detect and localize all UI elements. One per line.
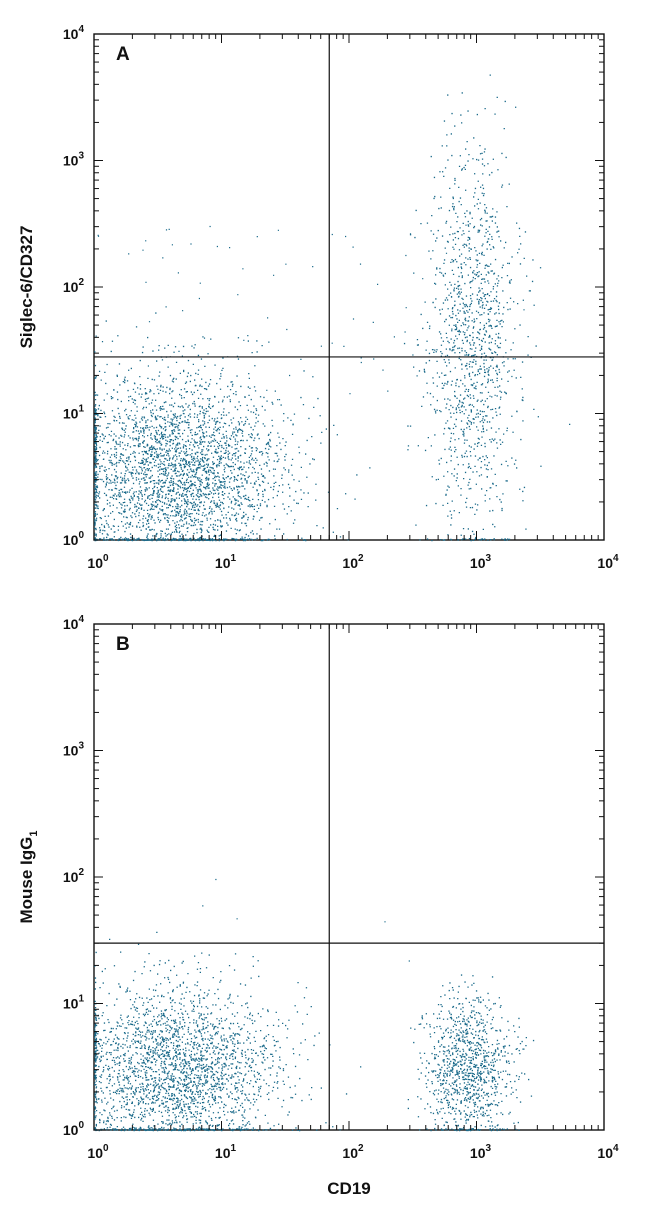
y-tick-label: 100 bbox=[63, 1120, 85, 1138]
x-tick-label: 103 bbox=[470, 553, 492, 571]
y-tick-label: 101 bbox=[63, 404, 85, 422]
event-dots bbox=[94, 878, 535, 1132]
x-tick-label: 104 bbox=[597, 553, 619, 571]
panel-b: 100 101 102 103 104 100 101 102 103 104 B Mouse IgG… bbox=[17, 614, 619, 1198]
panel-a: 100 101 102 103 104 100 101 102 103 104 A Siglec-6/… bbox=[17, 24, 619, 571]
x-tick-label: 102 bbox=[342, 1143, 364, 1161]
axis-ticks bbox=[93, 623, 605, 1131]
y-tick-label: 101 bbox=[63, 994, 85, 1012]
population-2-dots bbox=[403, 74, 571, 542]
population-1-dots bbox=[94, 931, 362, 1132]
background-dots bbox=[97, 224, 525, 401]
y-tick-label: 103 bbox=[63, 151, 85, 169]
y-tick-label: 103 bbox=[63, 741, 85, 759]
axis-ticks bbox=[93, 33, 605, 541]
panel-letter: B bbox=[116, 634, 130, 655]
x-tick-label: 102 bbox=[342, 553, 364, 571]
y-tick-label: 100 bbox=[63, 530, 85, 548]
population-2-dots bbox=[407, 974, 535, 1132]
population-1-dots bbox=[94, 312, 371, 542]
x-tick-label: 103 bbox=[470, 1143, 492, 1161]
y-tick-label: 104 bbox=[63, 614, 85, 632]
x-tick-label: 104 bbox=[597, 1143, 619, 1161]
y-tick-label: 102 bbox=[63, 867, 85, 885]
y-axis-label: Siglec-6/CD327 bbox=[17, 226, 36, 349]
panel-letter: A bbox=[116, 44, 130, 65]
y-axis-label: Mouse IgG1 bbox=[17, 830, 40, 923]
y-tick-label: 102 bbox=[63, 277, 85, 295]
x-axis-label: CD19 bbox=[327, 1179, 370, 1198]
event-dots bbox=[94, 74, 571, 542]
plot-frame bbox=[93, 33, 605, 541]
x-tick-label: 100 bbox=[87, 553, 109, 571]
x-tick-label: 101 bbox=[215, 1143, 237, 1161]
plot-frame bbox=[93, 623, 605, 1131]
x-tick-label: 100 bbox=[87, 1143, 109, 1161]
x-tick-label: 101 bbox=[215, 553, 237, 571]
y-tick-label: 104 bbox=[63, 24, 85, 42]
background-dots bbox=[202, 878, 410, 962]
